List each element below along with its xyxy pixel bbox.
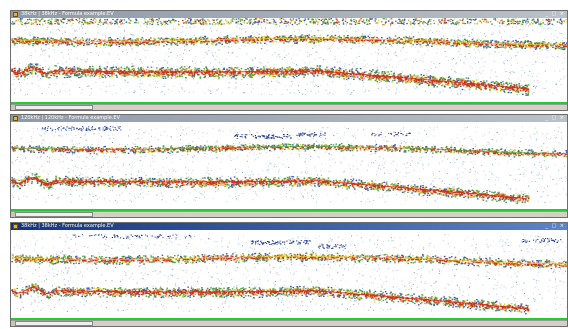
scroll-left-arrow[interactable] (11, 212, 15, 217)
upper-layer-line (11, 38, 567, 46)
upper-layer-line (11, 146, 567, 154)
window-titlebar[interactable]: 38kHz | 38kHz - Formula example.EV _ □ × (11, 11, 567, 18)
upper-layer-line (11, 256, 567, 265)
scatter-patches (41, 126, 411, 139)
scroll-left-arrow[interactable] (11, 105, 15, 110)
upper-echo-layer (11, 252, 567, 270)
horizontal-scrollbar[interactable] (11, 104, 567, 110)
window-title: 120kHz | 120kHz - Formula example.EV (21, 115, 120, 121)
lower-layer-line (11, 177, 528, 200)
horizontal-scrollbar[interactable] (11, 320, 567, 326)
window-controls[interactable]: _ □ × (545, 115, 565, 121)
echogram-window-2[interactable]: 120kHz | 120kHz - Formula example.EV _ □… (10, 114, 568, 218)
app-icon (13, 224, 18, 229)
app-icon (13, 116, 18, 121)
surface-band (11, 18, 567, 26)
echogram-plot[interactable] (11, 230, 567, 321)
scrollbar-thumb[interactable] (15, 105, 93, 110)
seabed-band (11, 318, 567, 321)
window-title: 38kHz | 38kHz - Formula example.EV (21, 11, 114, 17)
window-controls[interactable]: _ □ × (545, 223, 565, 229)
lower-echo-layer (11, 63, 530, 96)
echogram-canvas[interactable] (11, 18, 567, 105)
horizontal-scrollbar[interactable] (11, 211, 567, 217)
echogram-plot[interactable] (11, 18, 567, 105)
scroll-left-arrow[interactable] (11, 321, 15, 326)
echogram-canvas[interactable] (11, 122, 567, 212)
echogram-plot[interactable] (11, 122, 567, 212)
window-title: 38kHz | 38kHz - Formula example.EV (21, 223, 114, 229)
window-controls[interactable]: _ □ × (545, 11, 565, 17)
lower-layer-line (11, 67, 528, 90)
seabed-band (11, 102, 567, 105)
scrollbar-thumb[interactable] (15, 212, 93, 217)
app-icon (13, 12, 18, 17)
seabed-band (11, 209, 567, 212)
scatter-patches (72, 234, 562, 249)
noise-layer (11, 234, 567, 312)
scrollbar-thumb[interactable] (15, 321, 93, 326)
echogram-window-3[interactable]: 38kHz | 38kHz - Formula example.EV _ □ × (10, 222, 568, 327)
lower-echo-layer (11, 283, 530, 315)
lower-layer-line (11, 287, 528, 310)
echogram-canvas[interactable] (11, 230, 567, 321)
window-titlebar[interactable]: 120kHz | 120kHz - Formula example.EV _ □… (11, 115, 567, 122)
window-titlebar[interactable]: 38kHz | 38kHz - Formula example.EV _ □ × (11, 223, 567, 230)
upper-echo-layer (11, 34, 567, 51)
upper-echo-layer (11, 143, 567, 158)
echogram-window-1[interactable]: 38kHz | 38kHz - Formula example.EV _ □ × (10, 10, 568, 111)
